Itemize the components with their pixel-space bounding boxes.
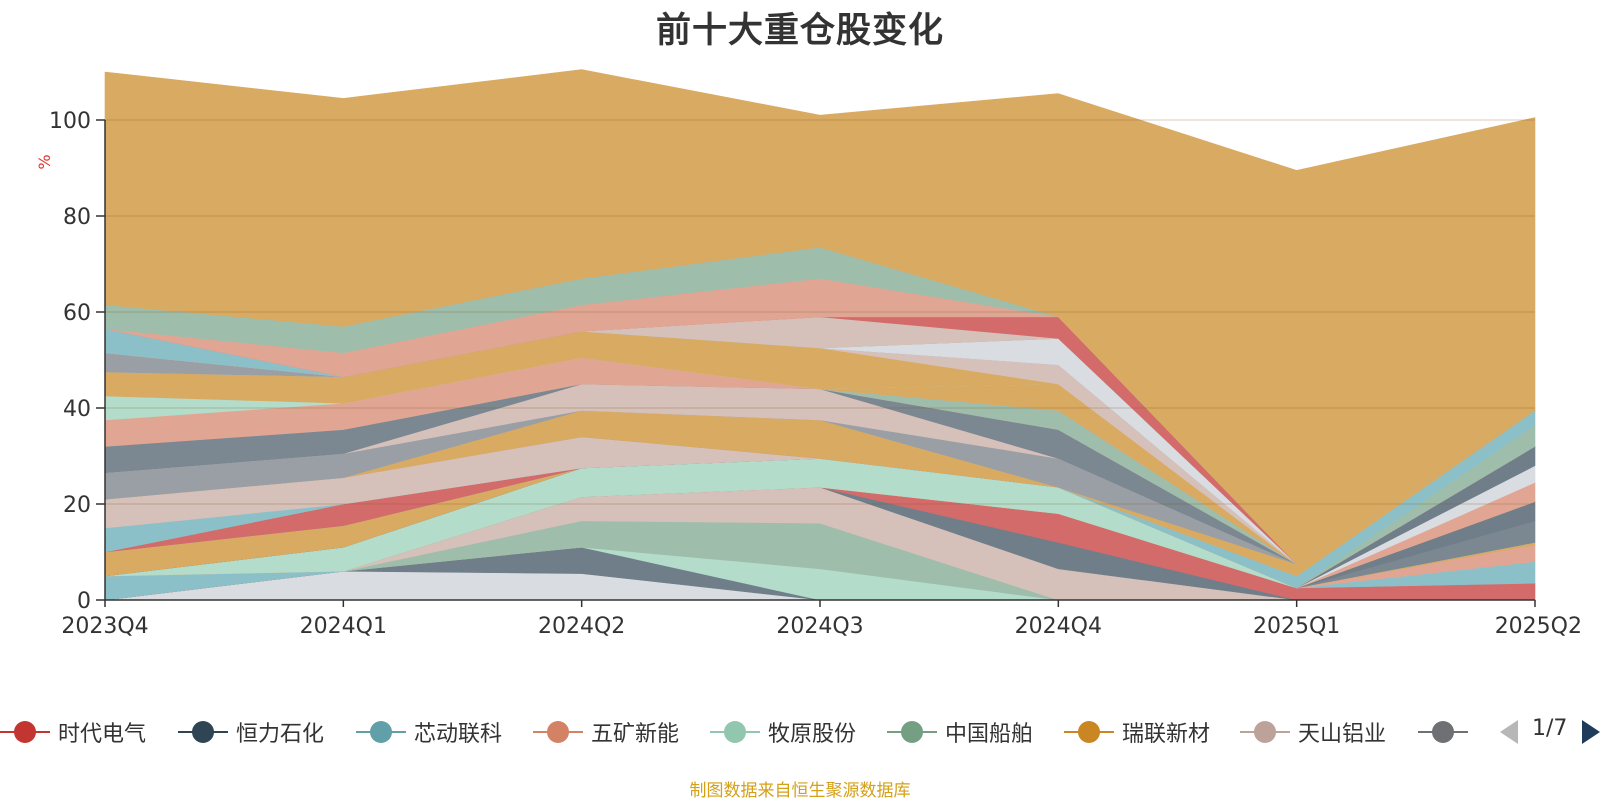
y-axis-unit-label: % [35,154,54,169]
y-tick-label: 60 [63,301,91,326]
chart-title: 前十大重仓股变化 [655,11,944,51]
legend-marker-icon [710,712,760,752]
legend-label: 恒力石化 [236,722,325,747]
legend-label: 天山铝业 [1298,722,1387,747]
y-tick-label: 20 [63,493,91,518]
stacked-area-chart: 0 20 40 60 80 100 2023Q4 2024Q1 2024Q2 2024Q3 2024… [35,69,1582,639]
x-tick-label: 2025Q1 [1253,614,1340,639]
x-tick-label: 2024Q3 [776,614,863,639]
legend-marker-icon [1418,712,1468,752]
legend-item[interactable]: 天山铝业 [1240,712,1386,752]
legend-label: 中国船舶 [945,722,1034,747]
legend-marker-icon [356,712,406,752]
legend-page-indicator: 1/7 [1532,716,1568,741]
legend-label: 时代电气 [58,722,147,747]
legend-marker-icon [533,712,583,752]
legend-label: 牧原股份 [768,722,857,747]
x-tick-label: 2023Q4 [61,614,148,639]
x-tick-label: 2025Q2 [1495,614,1582,639]
legend-marker-icon [1240,712,1290,752]
legend-item[interactable]: 时代电气 [0,712,146,752]
legend-item[interactable]: 瑞联新材 [1064,712,1210,752]
y-tick-label: 0 [77,589,91,614]
legend-item[interactable]: 芯动联科 [356,712,502,752]
x-tick-label: 2024Q1 [300,614,387,639]
legend-marker-icon [0,712,50,752]
legend-item[interactable]: 五矿新能 [533,712,679,752]
legend: 时代电气 恒力石化 芯动联科 五矿新能 牧原股份 中国船舶 瑞联新材 天山铝业 I [0,712,1475,752]
legend-item[interactable]: 恒力石化 [178,712,324,752]
legend-marker-icon [1064,712,1114,752]
legend-item[interactable]: I [1418,712,1475,752]
legend-item[interactable]: 中国船舶 [887,712,1033,752]
legend-next-page-arrow-icon[interactable] [1582,720,1600,744]
legend-marker-icon [887,712,937,752]
area-band-44 [104,69,1536,565]
x-tick-label: 2024Q2 [538,614,625,639]
y-tick-label: 40 [63,397,91,422]
legend-prev-page-arrow-icon[interactable] [1500,720,1518,744]
legend-label: 瑞联新材 [1122,722,1211,747]
legend-label: 芯动联科 [414,722,503,747]
legend-marker-icon [178,712,228,752]
y-tick-label: 100 [49,109,91,134]
legend-label: 五矿新能 [591,722,680,747]
source-note: 制图数据来自恒生聚源数据库 [689,781,911,801]
x-tick-label: 2024Q4 [1015,614,1102,639]
y-tick-label: 80 [63,205,91,230]
legend-pager: 1/7 [1500,712,1600,752]
legend-item[interactable]: 牧原股份 [710,712,856,752]
